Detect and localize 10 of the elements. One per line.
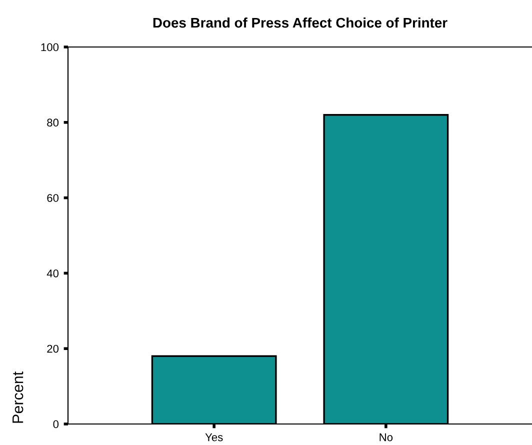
- x-tick-label: Yes: [205, 433, 223, 442]
- y-tick-label: 100: [41, 43, 59, 52]
- y-axis-title: Percent: [12, 371, 24, 423]
- y-tick-label: 20: [47, 344, 59, 353]
- chart-title: Does Brand of Press Affect Choice of Printer: [153, 17, 448, 28]
- x-tick-label: No: [380, 433, 393, 442]
- y-tick-label: 60: [47, 194, 59, 202]
- y-tick-label: 40: [46, 269, 59, 278]
- y-tick-label: 0: [53, 420, 59, 428]
- y-tick-label: 80: [47, 118, 59, 127]
